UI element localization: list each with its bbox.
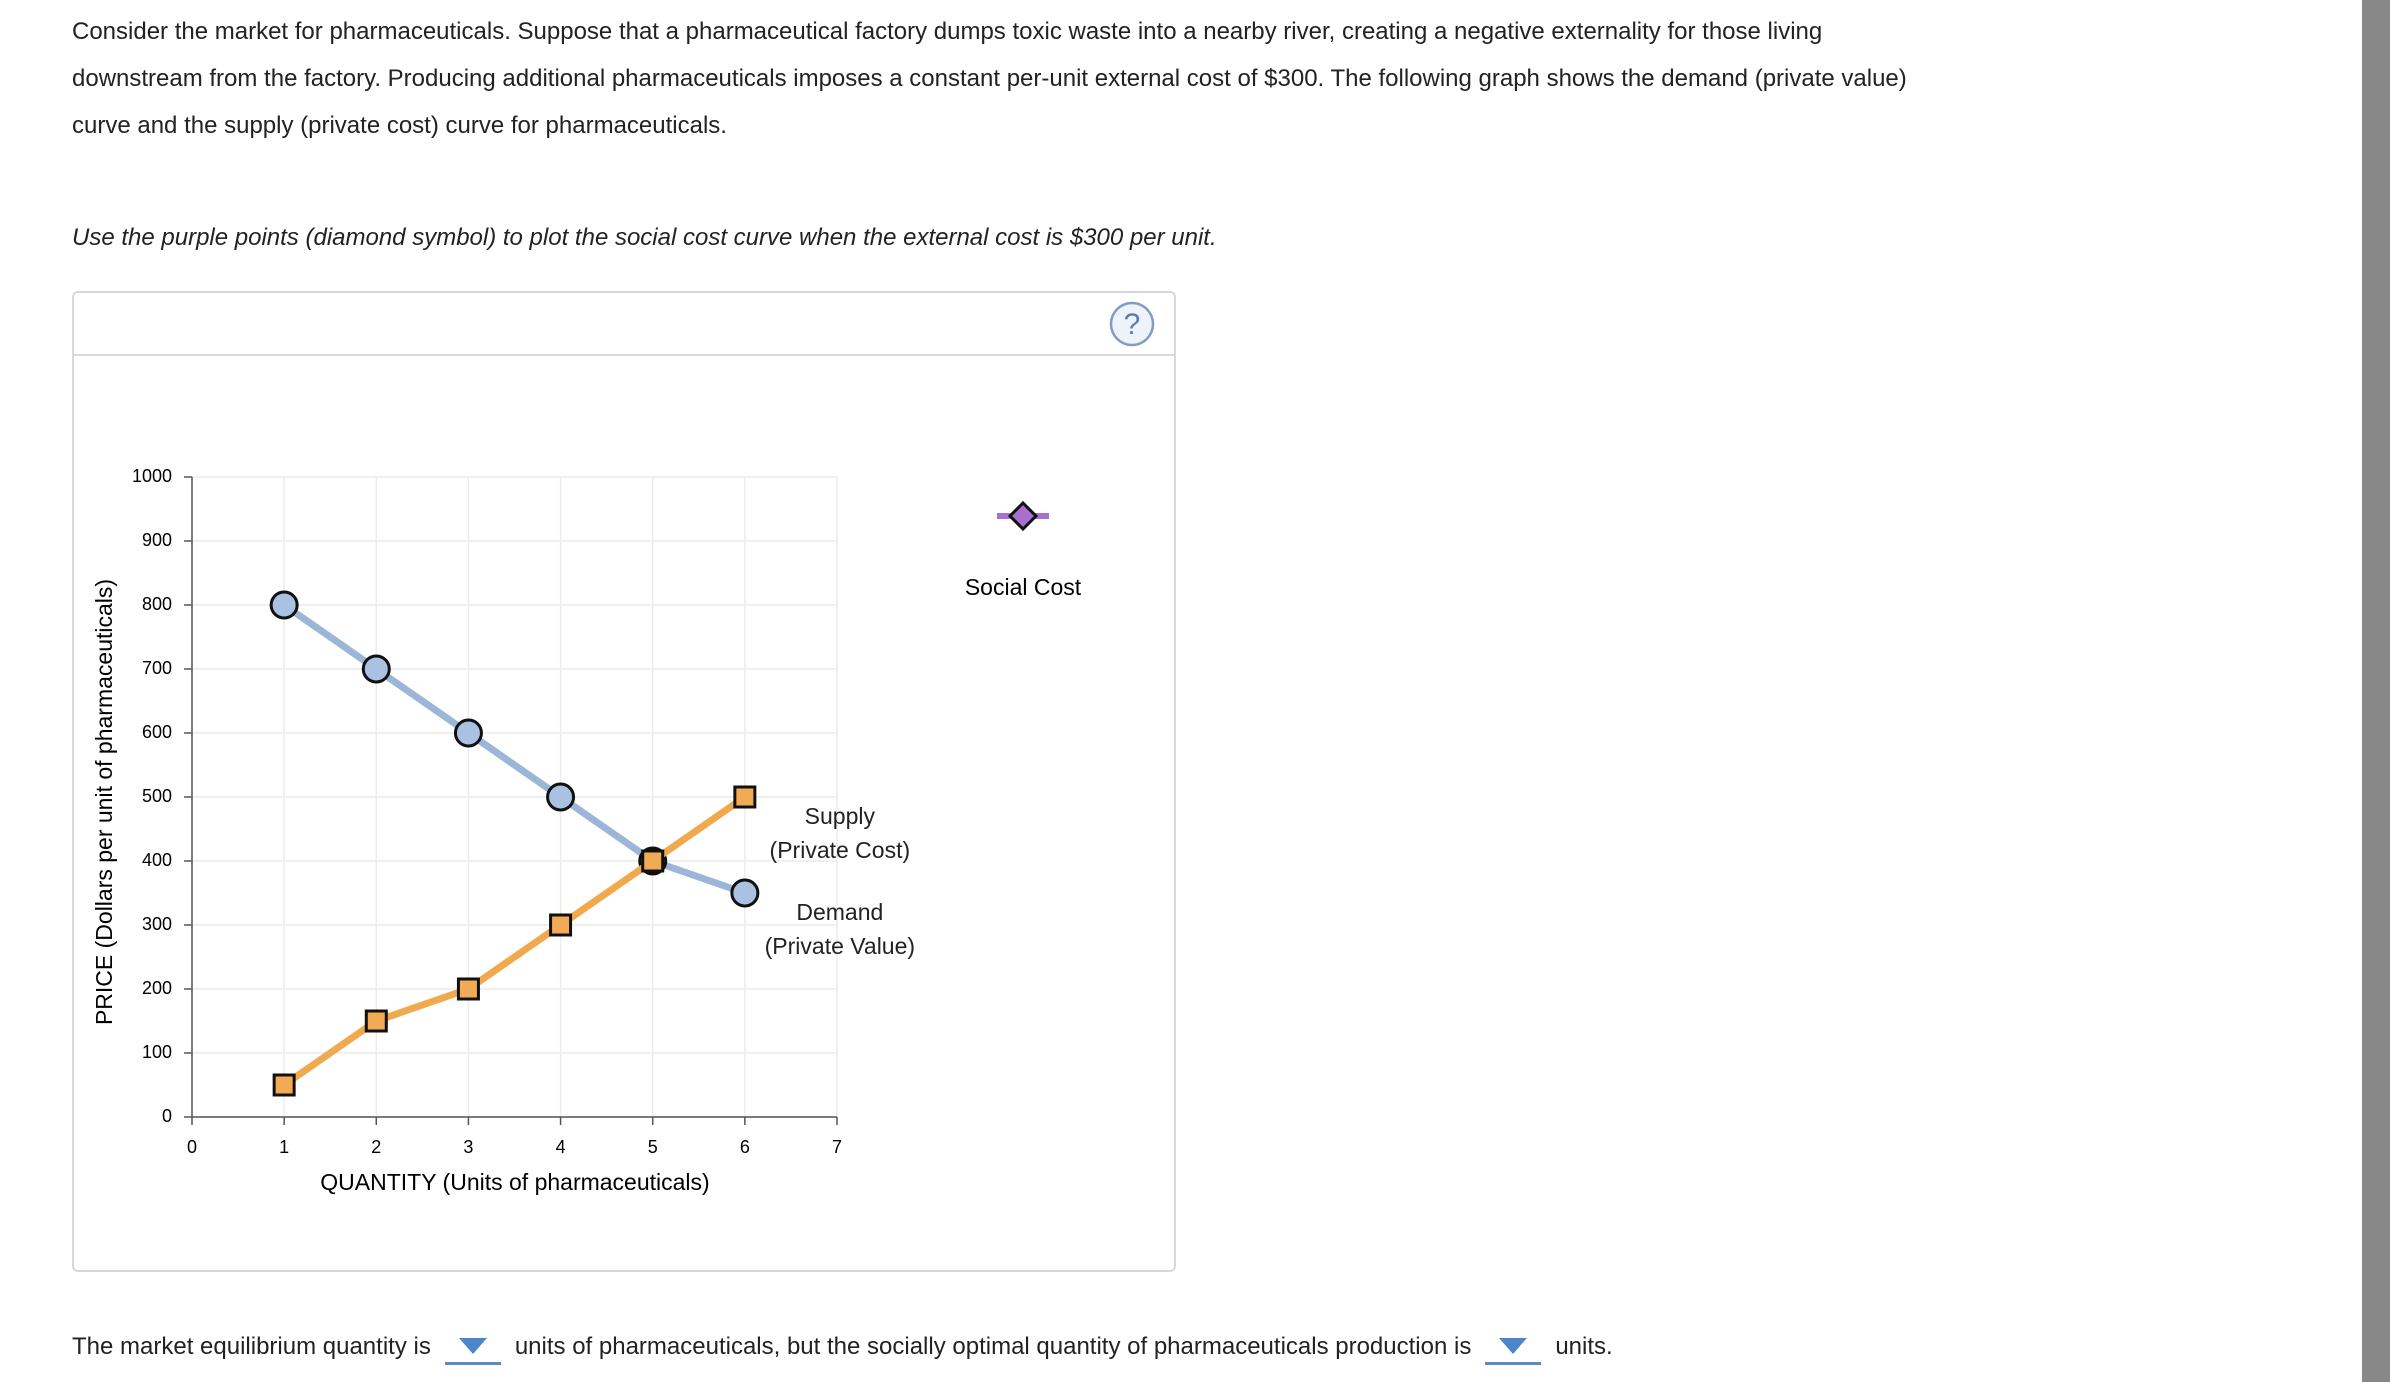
x-tick-label: 6 bbox=[740, 1137, 750, 1157]
point bbox=[361, 654, 391, 684]
point bbox=[730, 878, 760, 908]
scrollbar[interactable] bbox=[2362, 0, 2390, 1382]
y-tick-label: 600 bbox=[142, 722, 172, 742]
y-tick-label: 300 bbox=[142, 914, 172, 934]
palette-diamond bbox=[1007, 500, 1039, 532]
y-tick-label: 0 bbox=[162, 1106, 172, 1126]
x-tick-label: 3 bbox=[463, 1137, 473, 1157]
point bbox=[546, 782, 576, 812]
y-tick-label: 900 bbox=[142, 530, 172, 550]
point bbox=[453, 718, 483, 748]
x-tick-label: 1 bbox=[279, 1137, 289, 1157]
y-tick-label: 800 bbox=[142, 594, 172, 614]
question-text: units of pharmaceuticals, but the social… bbox=[514, 1332, 1472, 1360]
x-tick-label: 4 bbox=[556, 1137, 566, 1157]
dropdown[interactable] bbox=[444, 1328, 501, 1365]
palette-item[interactable] bbox=[997, 500, 1049, 532]
point bbox=[269, 590, 299, 620]
y-tick-label: 1000 bbox=[132, 466, 172, 486]
x-tick-label: 5 bbox=[648, 1137, 658, 1157]
y-tick-label: 700 bbox=[142, 658, 172, 678]
intro-text: Consider the market for pharmaceuticals.… bbox=[72, 18, 1907, 139]
instruction: Use the purple points (diamond symbol) t… bbox=[72, 224, 1217, 251]
point bbox=[456, 977, 480, 1001]
y-axis-title: PRICE (Dollars per unit of pharmaceutica… bbox=[91, 579, 117, 1025]
palette-label: Social Cost bbox=[965, 574, 1082, 600]
series-line bbox=[282, 602, 747, 897]
point bbox=[641, 849, 665, 873]
series-label: Supply (Private Cost) bbox=[769, 803, 911, 863]
point bbox=[549, 913, 573, 937]
x-tick-label: 2 bbox=[371, 1137, 381, 1157]
y-tick-label: 400 bbox=[142, 850, 172, 870]
question: The market equilibrium quantity is units… bbox=[72, 1328, 1613, 1365]
question-text: The market equilibrium quantity is bbox=[72, 1332, 431, 1360]
y-tick-label: 200 bbox=[142, 978, 172, 998]
x-axis-title: QUANTITY (Units of pharmaceuticals) bbox=[320, 1169, 709, 1195]
x-tick-label: 0 bbox=[187, 1137, 197, 1157]
chart: ? 0 100 200 300 400 500 600 700 800 900 1000 0 1 2 3 4 5… bbox=[74, 301, 1174, 1195]
y-tick-label: 100 bbox=[142, 1042, 172, 1062]
dropdown[interactable] bbox=[1485, 1328, 1542, 1365]
series-line bbox=[282, 794, 747, 1088]
svg-text:?: ? bbox=[1124, 308, 1141, 341]
help-button[interactable]: ? bbox=[1109, 301, 1155, 347]
question-text: units. bbox=[1555, 1332, 1613, 1360]
series-label: Demand (Private Value) bbox=[764, 899, 916, 959]
point bbox=[364, 1009, 388, 1033]
point bbox=[272, 1073, 296, 1097]
point bbox=[733, 785, 757, 809]
graph-panel bbox=[72, 291, 1176, 1272]
y-tick-label: 500 bbox=[142, 786, 172, 806]
x-tick-label: 7 bbox=[832, 1137, 842, 1157]
